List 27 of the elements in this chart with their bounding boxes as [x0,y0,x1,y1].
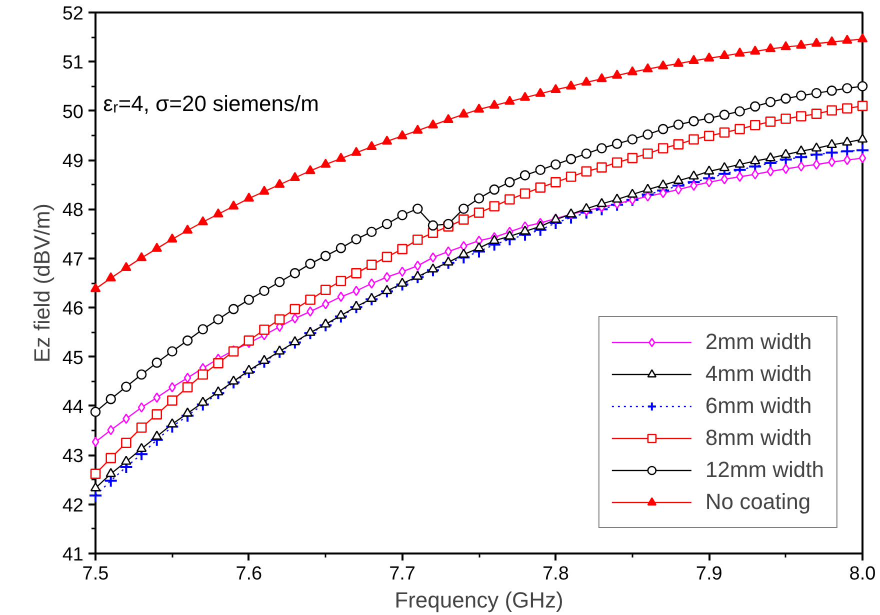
y-tick-label: 50 [62,102,84,123]
x-tick-label: 7.9 [696,564,722,584]
legend-label: 4mm width [705,361,812,387]
x-tick-label: 7.6 [236,564,262,584]
x-tick-label: 7.8 [542,564,569,584]
y-tick-label: 41 [62,544,84,566]
y-tick-label: 44 [62,396,84,418]
y-tick-label: 42 [62,495,84,516]
x-tick-label: 7.5 [82,564,109,584]
y-tick-label: 52 [62,4,84,24]
legend-label: 6mm width [705,393,812,419]
legend-label: 12mm width [705,457,824,483]
y-tick-label: 45 [62,348,84,369]
y-tick-label: 46 [62,298,84,320]
y-tick-label: 49 [62,151,84,172]
x-tick-label: 7.7 [389,564,416,584]
annotation: εᵣ=4, σ=20 siemens/m [103,90,319,116]
x-tick-label: 8.0 [849,564,876,584]
y-tick-label: 47 [62,249,84,270]
y-tick-label: 51 [62,52,84,74]
y-axis-title: Ez field (dBV/m) [29,204,54,362]
legend-label: 8mm width [705,425,812,451]
legend-label: No coating [705,489,811,515]
legend-label: 2mm width [705,329,812,355]
y-tick-label: 48 [62,200,84,222]
x-axis-title: Frequency (GHz) [394,588,564,612]
y-tick-label: 43 [62,446,84,468]
